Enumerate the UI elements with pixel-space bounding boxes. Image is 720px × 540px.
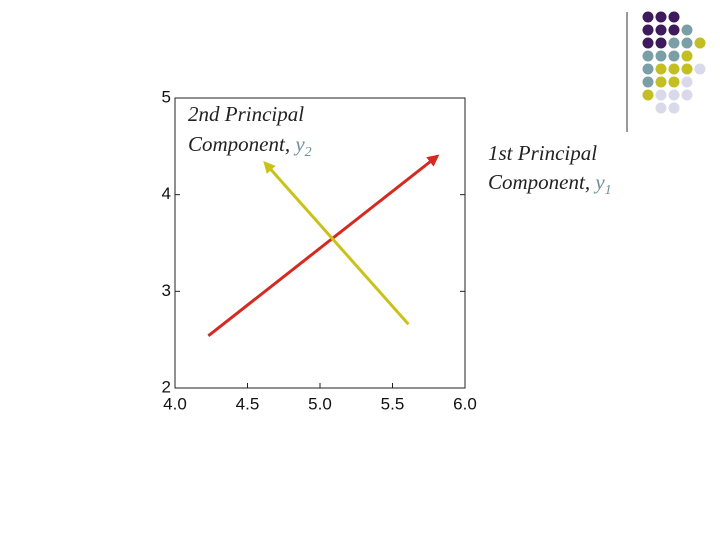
annotation-line: Component, y2 xyxy=(188,132,312,160)
annotation-var: y xyxy=(593,170,605,194)
decor-dot xyxy=(642,76,654,88)
decor-dot xyxy=(694,63,706,75)
x-tick-label: 4.5 xyxy=(236,394,260,413)
decor-dot xyxy=(668,89,680,101)
annotation-sub: 2 xyxy=(305,145,312,160)
arrow-line xyxy=(263,160,410,326)
y-tick-label: 4 xyxy=(162,184,171,203)
decor-dot xyxy=(668,76,680,88)
y-tick-label: 3 xyxy=(162,281,171,300)
decor-dot xyxy=(681,63,693,75)
decor-dot xyxy=(655,76,667,88)
decor-dot xyxy=(668,63,680,75)
decor-dot xyxy=(642,37,654,49)
decor-dot xyxy=(668,50,680,62)
decor-dot xyxy=(642,89,654,101)
annotation-text: Component, xyxy=(488,170,590,194)
decoration xyxy=(626,11,706,132)
decor-dot xyxy=(655,89,667,101)
decor-dot xyxy=(655,102,667,114)
x-tick-label: 5.0 xyxy=(308,394,332,413)
y-tick-label: 2 xyxy=(162,377,171,396)
decor-dot xyxy=(668,24,680,36)
decor-dot xyxy=(655,11,667,23)
annotation-text: Component, xyxy=(188,132,290,156)
annotation-line: Component, y1 xyxy=(488,170,612,198)
decor-dot xyxy=(681,24,693,36)
x-tick-label: 6.0 xyxy=(453,394,477,413)
decor-dot xyxy=(655,24,667,36)
decor-dot xyxy=(655,37,667,49)
decor-dot xyxy=(642,50,654,62)
decor-dot xyxy=(655,50,667,62)
annotation-sub: 1 xyxy=(605,183,612,198)
x-tick-label: 4.0 xyxy=(163,394,187,413)
y-tick-label: 5 xyxy=(162,87,171,106)
decor-dot xyxy=(642,63,654,75)
decor-dot xyxy=(655,63,667,75)
decor-dot xyxy=(681,89,693,101)
decor-dot xyxy=(668,11,680,23)
decor-dot xyxy=(694,37,706,49)
decor-dot xyxy=(681,37,693,49)
decor-dot xyxy=(668,102,680,114)
decor-dot xyxy=(681,50,693,62)
decor-dot xyxy=(642,24,654,36)
decor-dot xyxy=(681,76,693,88)
annotation-line: 1st Principal xyxy=(488,141,597,165)
x-tick-label: 5.5 xyxy=(381,394,405,413)
annotation-line: 2nd Principal xyxy=(188,102,304,126)
arrow-line xyxy=(207,154,440,337)
decor-dot xyxy=(668,37,680,49)
annotation-var: y xyxy=(293,132,305,156)
decor-dot xyxy=(642,11,654,23)
